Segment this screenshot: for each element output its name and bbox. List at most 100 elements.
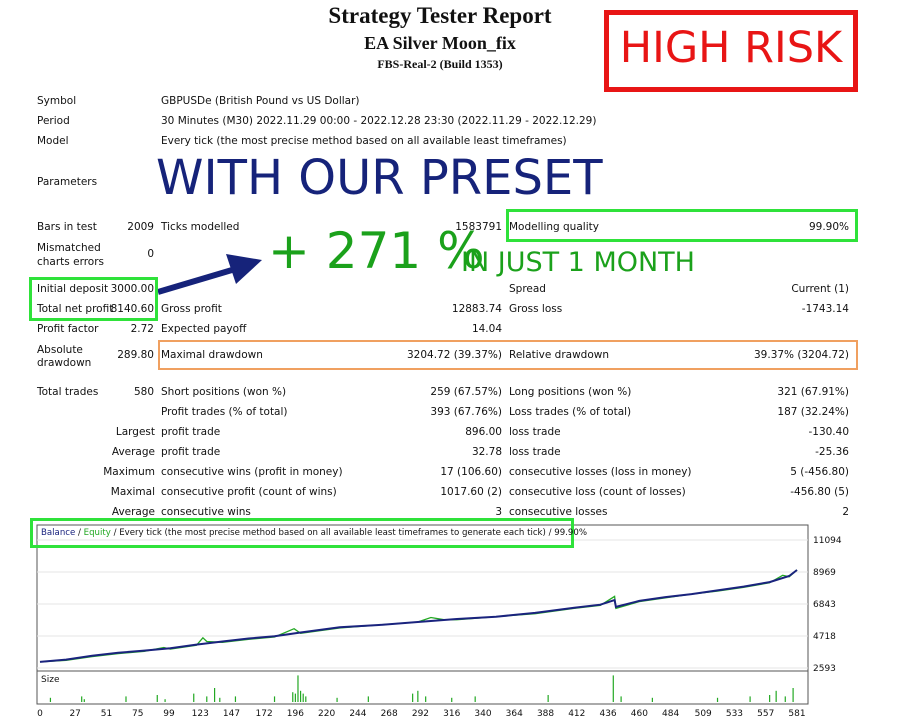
y-tick-label: 2593 bbox=[813, 664, 836, 674]
pf-label: Profit factor bbox=[37, 323, 99, 335]
ea-name: EA Silver Moon_fix bbox=[364, 33, 516, 53]
reldd-value: 39.37% (3204.72) bbox=[754, 349, 849, 361]
legend-balance: Balance bbox=[41, 528, 76, 538]
x-tick-label: 581 bbox=[788, 709, 805, 719]
mcw-value: 17 (106.60) bbox=[440, 466, 502, 478]
x-tick-label: 75 bbox=[132, 709, 143, 719]
mcp-value: 1017.60 (2) bbox=[440, 486, 502, 498]
mcl-value: 5 (-456.80) bbox=[790, 466, 849, 478]
x-tick-label: 509 bbox=[695, 709, 712, 719]
netprofit-value: 8140.60 bbox=[110, 303, 154, 315]
x-axis-ticks: 0 27 51 75 99 123 147 172 196 220 244 268 292 316 340 3… bbox=[37, 709, 805, 719]
period-label: Period bbox=[37, 115, 70, 127]
x-tick-label: 460 bbox=[631, 709, 648, 719]
ep-value: 14.04 bbox=[471, 323, 502, 335]
server-build: FBS-Real-2 (Build 1353) bbox=[377, 57, 503, 71]
mcl-label: consecutive losses (loss in money) bbox=[509, 466, 692, 478]
x-tick-label: 172 bbox=[256, 709, 273, 719]
x-tick-label: 557 bbox=[757, 709, 774, 719]
legend-sep: / bbox=[78, 528, 81, 538]
largest-label: Largest bbox=[115, 426, 155, 438]
deposit-label: Initial deposit bbox=[37, 283, 109, 295]
x-tick-label: 268 bbox=[381, 709, 398, 719]
parameters-label: Parameters bbox=[37, 176, 98, 188]
maxdd-value: 3204.72 (39.37%) bbox=[407, 349, 502, 361]
acw-value: 3 bbox=[495, 506, 502, 518]
x-tick-label: 388 bbox=[537, 709, 554, 719]
drawdown-highlight bbox=[158, 340, 858, 370]
x-tick-label: 196 bbox=[287, 709, 304, 719]
apt-label: profit trade bbox=[161, 446, 221, 458]
mismatch-label-line2: charts errors bbox=[37, 256, 104, 268]
pf-value: 2.72 bbox=[130, 323, 154, 335]
x-tick-label: 533 bbox=[726, 709, 743, 719]
arrow-icon bbox=[157, 254, 262, 295]
balance-series-line bbox=[39, 569, 798, 663]
grossprofit-value: 12883.74 bbox=[451, 303, 502, 315]
high-risk-box: HIGH RISK bbox=[604, 10, 858, 92]
x-tick-label: 147 bbox=[223, 709, 240, 719]
mcp-label: consecutive profit (count of wins) bbox=[161, 486, 337, 498]
pt-value: 393 (67.76%) bbox=[430, 406, 502, 418]
acw-label: consecutive wins bbox=[161, 506, 251, 518]
y-tick-label: 8969 bbox=[813, 568, 836, 578]
mcw-label: consecutive wins (profit in money) bbox=[161, 466, 343, 478]
x-tick-label: 484 bbox=[662, 709, 679, 719]
x-tick-label: 436 bbox=[599, 709, 616, 719]
model-value: Every tick (the most precise method base… bbox=[161, 135, 567, 147]
grossloss-value: -1743.14 bbox=[801, 303, 849, 315]
alt-value: -25.36 bbox=[815, 446, 849, 458]
spread-value: Current (1) bbox=[791, 283, 849, 295]
high-risk-label: HIGH RISK bbox=[619, 23, 843, 73]
preset-banner: WITH OUR PRESET bbox=[156, 150, 603, 206]
y-tick-label: 4718 bbox=[813, 632, 836, 642]
x-tick-label: 51 bbox=[101, 709, 112, 719]
chart-plot-area bbox=[36, 524, 809, 676]
ticks-value: 1583791 bbox=[455, 221, 502, 233]
x-tick-label: 27 bbox=[69, 709, 80, 719]
absdd-label-line1: Absolute bbox=[37, 344, 83, 356]
x-tick-label: 364 bbox=[506, 709, 523, 719]
y-tick-label: 11094 bbox=[813, 536, 842, 546]
average-label: Average bbox=[111, 446, 155, 458]
absdd-label: Absolute drawdown bbox=[37, 344, 91, 370]
lpt-value: 896.00 bbox=[465, 426, 502, 438]
netprofit-label: Total net profit bbox=[37, 303, 114, 315]
balance-chart: 11094 8969 6843 4718 2593 Size 0 27 51 75 99 123 1… bbox=[36, 524, 842, 719]
ep-label: Expected payoff bbox=[161, 323, 247, 335]
x-tick-label: 340 bbox=[474, 709, 491, 719]
mismatch-value: 0 bbox=[147, 248, 154, 260]
mq-value: 99.90% bbox=[808, 221, 849, 233]
llt-value: -130.40 bbox=[808, 426, 849, 438]
bars-label: Bars in test bbox=[37, 221, 97, 233]
size-label: Size bbox=[41, 675, 60, 685]
chart-grid bbox=[37, 539, 808, 669]
size-panel bbox=[36, 670, 809, 705]
mclc-label: consecutive loss (count of losses) bbox=[509, 486, 686, 498]
period-value: 30 Minutes (M30) 2022.11.29 00:00 - 2022… bbox=[161, 115, 597, 127]
x-tick-label: 220 bbox=[318, 709, 335, 719]
acl-value: 2 bbox=[842, 506, 849, 518]
ticks-label: Ticks modelled bbox=[161, 221, 240, 233]
trades-value: 580 bbox=[133, 386, 154, 398]
absdd-value: 289.80 bbox=[117, 349, 154, 361]
symbol-label: Symbol bbox=[37, 95, 77, 107]
model-label: Model bbox=[37, 135, 69, 147]
apt-value: 32.78 bbox=[471, 446, 502, 458]
x-tick-label: 316 bbox=[443, 709, 460, 719]
legend-highlight bbox=[30, 518, 574, 548]
x-tick-label: 292 bbox=[412, 709, 429, 719]
reldd-label: Relative drawdown bbox=[509, 349, 610, 361]
symbol-value: GBPUSDe (British Pound vs US Dollar) bbox=[161, 95, 360, 107]
gain-note: IN JUST 1 MONTH bbox=[461, 247, 695, 278]
size-bars bbox=[49, 675, 794, 702]
deposit-profit-highlight bbox=[29, 277, 158, 321]
gain-banner: + 271 % bbox=[268, 222, 485, 280]
bars-value: 2009 bbox=[127, 221, 154, 233]
mclc-value: -456.80 (5) bbox=[790, 486, 849, 498]
x-tick-label: 99 bbox=[163, 709, 175, 719]
lt-value: 187 (32.24%) bbox=[777, 406, 849, 418]
x-tick-label: 412 bbox=[568, 709, 585, 719]
legend-rest: / Every tick (the most precise method ba… bbox=[113, 528, 588, 538]
llt-label: loss trade bbox=[509, 426, 561, 438]
